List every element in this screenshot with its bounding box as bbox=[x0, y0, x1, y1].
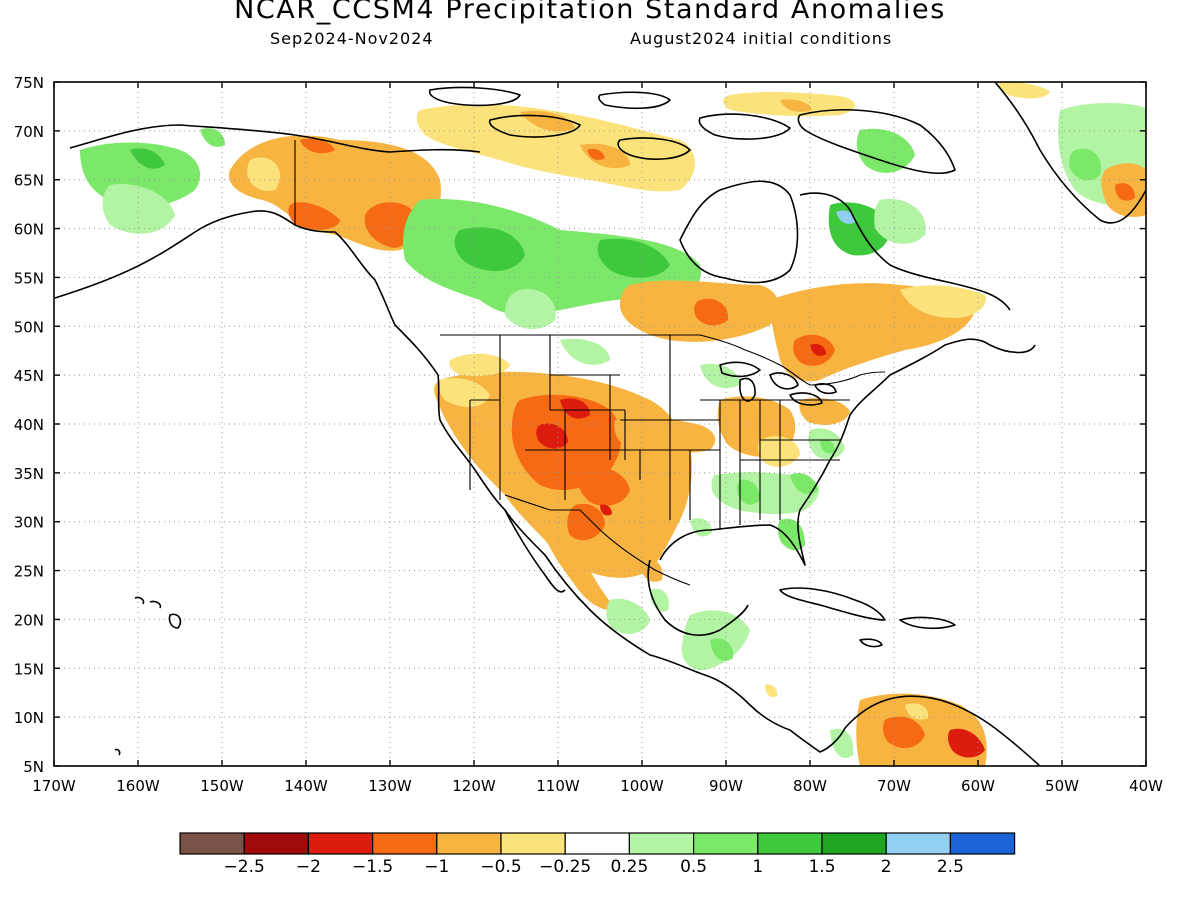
colorbar-swatch bbox=[372, 832, 438, 855]
longitude-labels: 170W 160W 150W 140W 130W 120W 110W 100W 90W 80W 70… bbox=[32, 777, 1163, 795]
colorbar-label: −2.5 bbox=[223, 857, 265, 877]
lon-label: 130W bbox=[368, 777, 412, 795]
colorbar-swatch bbox=[500, 832, 566, 855]
lat-label: 50N bbox=[14, 318, 44, 336]
forecast-period: Sep2024-Nov2024 bbox=[270, 29, 434, 48]
coastlines bbox=[54, 82, 1146, 766]
lon-label: 110W bbox=[536, 777, 580, 795]
lon-label: 80W bbox=[793, 777, 827, 795]
colorbar-label: 2 bbox=[880, 857, 892, 877]
colorbar-swatch bbox=[949, 832, 1016, 855]
map-graticule bbox=[54, 82, 1146, 766]
colorbar-label: −0.5 bbox=[480, 857, 522, 877]
lon-label: 60W bbox=[961, 777, 995, 795]
lat-label: 75N bbox=[14, 74, 44, 92]
colorbar-label: 0.5 bbox=[680, 857, 708, 877]
lon-label: 100W bbox=[620, 777, 664, 795]
initial-conditions: August2024 initial conditions bbox=[630, 29, 893, 48]
lat-label: 45N bbox=[14, 367, 44, 385]
colorbar-label: 2.5 bbox=[936, 857, 964, 877]
colorbar-label: −1.5 bbox=[351, 857, 394, 877]
colorbar-swatch bbox=[628, 832, 695, 855]
lat-label: 20N bbox=[14, 611, 44, 629]
colorbar-swatch bbox=[179, 832, 245, 855]
colorbar-label: −2 bbox=[295, 857, 321, 877]
anomaly-shading bbox=[80, 82, 1146, 766]
map-ticks bbox=[53, 81, 1147, 767]
lon-label: 50W bbox=[1045, 777, 1079, 795]
colorbar-label: 1.5 bbox=[808, 857, 836, 877]
lon-label: 70W bbox=[877, 777, 911, 795]
latitude-labels: 75N 70N 65N 60N 55N 50N 45N 40N 35N 30N 25N 20N 15N 1… bbox=[14, 74, 44, 776]
lat-label: 55N bbox=[14, 269, 44, 287]
lon-label: 90W bbox=[709, 777, 743, 795]
lat-label: 60N bbox=[14, 221, 44, 239]
political-borders bbox=[294, 140, 886, 586]
lon-label: 40W bbox=[1129, 777, 1163, 795]
lon-label: 160W bbox=[116, 777, 160, 795]
lat-label: 30N bbox=[14, 514, 44, 532]
colorbar-swatch bbox=[821, 832, 887, 855]
lon-label: 140W bbox=[284, 777, 328, 795]
map-title: NCAR_CCSM4 Precipitation Standard Anomal… bbox=[234, 0, 946, 25]
lat-label: 25N bbox=[14, 563, 44, 581]
colorbar-label: −0.25 bbox=[539, 857, 592, 877]
colorbar-swatch bbox=[564, 832, 631, 855]
colorbar-swatch bbox=[307, 832, 374, 855]
colorbar-swatch bbox=[243, 832, 309, 855]
colorbar-label: 1 bbox=[752, 857, 764, 877]
lon-label: 120W bbox=[452, 777, 496, 795]
colorbar-swatch bbox=[436, 832, 502, 855]
lat-label: 70N bbox=[14, 123, 44, 141]
lon-label: 170W bbox=[32, 777, 76, 795]
colorbar-label: 0.25 bbox=[610, 857, 649, 877]
lat-label: 40N bbox=[14, 416, 44, 434]
lon-label: 150W bbox=[200, 777, 244, 795]
lat-label: 65N bbox=[14, 172, 44, 190]
lat-label: 35N bbox=[14, 465, 44, 483]
colorbar-swatch bbox=[885, 832, 952, 855]
colorbar-swatch bbox=[692, 832, 759, 855]
lat-label: 15N bbox=[14, 660, 44, 678]
colorbar-label: −1 bbox=[424, 857, 450, 877]
lat-label: 5N bbox=[23, 758, 44, 776]
colorbar bbox=[179, 832, 1016, 855]
lat-label: 10N bbox=[14, 709, 44, 727]
colorbar-swatch bbox=[757, 832, 823, 855]
